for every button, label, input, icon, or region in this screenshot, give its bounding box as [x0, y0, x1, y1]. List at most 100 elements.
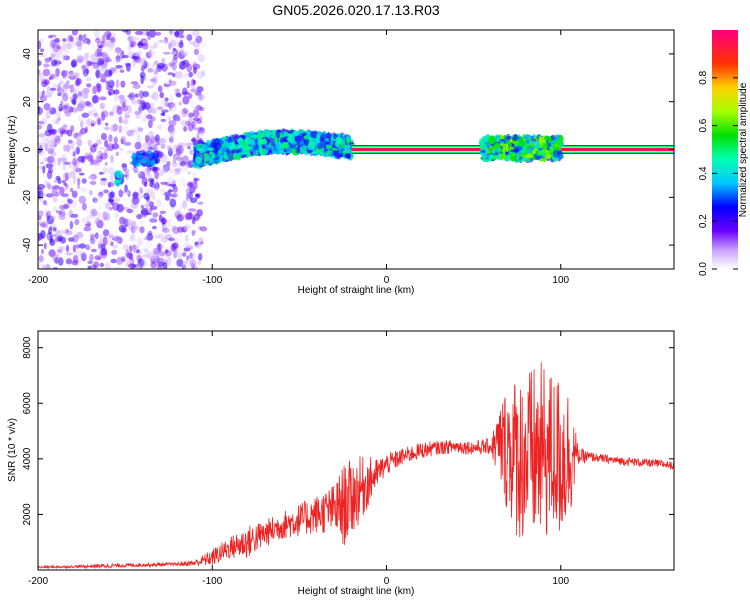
- spectrogram-cell: [156, 244, 163, 253]
- spectrogram-cell: [488, 136, 496, 145]
- spectrogram-cell: [73, 219, 80, 225]
- spectrogram-cell: [291, 131, 300, 137]
- spectrogram-cell: [110, 36, 115, 46]
- spectrogram-cell: [125, 218, 133, 226]
- spectrogram-cell: [113, 197, 121, 203]
- spectrogram-cell: [156, 141, 161, 146]
- spectrogram-cell: [149, 30, 156, 38]
- spectrogram-cell: [102, 211, 107, 220]
- spectrogram-cell: [110, 154, 114, 164]
- spectrogram-cell: [135, 114, 142, 119]
- spectrogram-cell: [76, 137, 82, 143]
- spectrogram-cell: [95, 152, 102, 159]
- spectrogram-cell: [123, 244, 129, 251]
- spectrogram-cell: [150, 205, 158, 210]
- spectrogram-cell: [83, 57, 87, 63]
- spectrogram-cell: [49, 91, 54, 96]
- spectrogram-cell: [94, 232, 99, 239]
- spectrogram-cell: [41, 248, 44, 255]
- spectrogram-cell: [49, 226, 53, 230]
- spectrogram-cell: [66, 245, 70, 252]
- spectrogram-cell: [198, 93, 203, 101]
- spectrogram-cell: [178, 246, 183, 254]
- spectrogram-cell: [71, 60, 76, 68]
- spectrogram-cell: [173, 159, 177, 164]
- spectrogram-cell: [66, 80, 70, 85]
- spectrogram-cell: [61, 228, 70, 234]
- spectrogram-cell: [92, 62, 100, 69]
- spectrogram-cell: [193, 124, 201, 132]
- spectrogram-cell: [41, 208, 49, 214]
- spectrogram-cell: [85, 126, 88, 133]
- spectrogram-cell: [62, 53, 66, 61]
- spectrogram-cell: [52, 188, 60, 196]
- spectrogram-cell: [118, 94, 125, 100]
- spectrogram-cell: [52, 43, 61, 53]
- snr-panel: -200 -100 0 100 2000 4000 6000 8000 Height of s…: [7, 330, 675, 597]
- spectrogram-cell: [77, 84, 82, 94]
- spectrogram-cell: [126, 252, 133, 259]
- spectrogram-cell: [191, 30, 200, 37]
- spectrogram-cell: [113, 136, 118, 145]
- spectrogram-cell: [172, 114, 180, 122]
- spectrogram-cell: [197, 201, 204, 205]
- spectrogram-cell: [157, 85, 163, 93]
- spectrogram-cell: [176, 112, 181, 120]
- spectrogram-cell: [38, 90, 42, 98]
- spectrogram-cell: [152, 225, 157, 230]
- spectrogram-cell: [63, 50, 71, 54]
- spectrogram-cell: [42, 116, 49, 121]
- spectrogram-cell: [167, 72, 174, 76]
- spectrogram-cell: [155, 179, 159, 188]
- spectrogram-cell: [174, 88, 181, 93]
- spectrogram-cell: [125, 63, 131, 72]
- spectrogram-cell: [290, 140, 297, 145]
- spectrogram-cell: [158, 138, 167, 144]
- spectrogram-cell: [41, 264, 46, 269]
- spectrogram-cell: [67, 237, 75, 242]
- spectrogram-cell: [94, 255, 101, 261]
- spectrogram-cell: [192, 172, 197, 179]
- spectrogram-cell: [192, 136, 196, 146]
- spectrogram-cell: [51, 185, 60, 190]
- spectrogram-cell: [173, 249, 178, 259]
- spectrogram-cell: [81, 253, 87, 262]
- spectrogram-cell: [120, 136, 127, 145]
- spectrogram-cell: [74, 133, 80, 140]
- spectrogram-cell: [200, 42, 207, 48]
- spectrogram-cell: [184, 234, 189, 242]
- spectrogram-cell: [124, 111, 130, 118]
- spectrogram-cell: [549, 140, 557, 145]
- spectrogram-cell: [169, 198, 177, 208]
- spectrogram-cell: [192, 60, 198, 65]
- spectrogram-cell: [56, 246, 63, 255]
- spectrogram-cell: [266, 144, 274, 149]
- spectrogram-cell: [45, 94, 52, 98]
- spectrogram-cell: [83, 73, 88, 78]
- spectrogram-cell: [126, 208, 134, 214]
- spectrogram-cell: [186, 80, 190, 89]
- spectrogram-cell: [76, 184, 81, 190]
- spectrogram-cell: [90, 43, 97, 50]
- spectrogram-cell: [174, 152, 179, 159]
- spectrogram-cell: [118, 224, 126, 233]
- spectrogram-cell: [73, 160, 80, 168]
- spectrogram-cell: [49, 249, 55, 256]
- spectrogram-cell: [54, 179, 59, 183]
- spectrogram-cell: [75, 248, 83, 257]
- spectrogram-cell: [127, 35, 134, 42]
- spectrogram-cell: [516, 153, 520, 161]
- spectrogram-cell: [132, 244, 139, 250]
- spectrogram-cell: [150, 38, 156, 48]
- spectrogram-cell: [39, 223, 47, 227]
- spectrogram-cell: [525, 149, 534, 154]
- spectrogram-cell: [154, 171, 159, 180]
- spectrogram-cell: [303, 135, 310, 140]
- spectrogram-cell: [163, 36, 169, 44]
- spectrogram-cell: [122, 30, 129, 33]
- spectrogram-cell: [174, 37, 180, 43]
- spectrogram-cell: [77, 177, 81, 186]
- spectrogram-cell: [54, 38, 60, 43]
- spectrogram-cell: [165, 254, 172, 258]
- spectrogram-cell: [529, 140, 537, 145]
